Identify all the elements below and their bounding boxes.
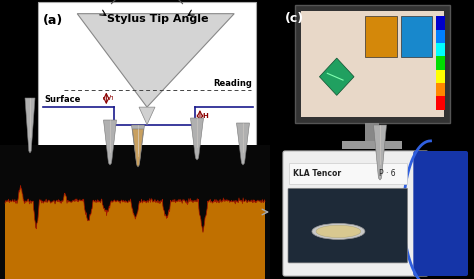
Bar xyxy=(295,5,450,123)
Bar xyxy=(365,123,380,141)
Polygon shape xyxy=(237,123,249,165)
Text: (c): (c) xyxy=(285,12,304,25)
Bar xyxy=(436,96,445,110)
Bar xyxy=(436,16,445,30)
Bar xyxy=(436,30,445,44)
Ellipse shape xyxy=(312,223,365,239)
Polygon shape xyxy=(191,118,203,160)
Bar xyxy=(365,16,397,57)
Text: P · 6: P · 6 xyxy=(379,169,396,178)
Text: Reading: Reading xyxy=(213,79,252,88)
Text: (a): (a) xyxy=(43,14,63,27)
Bar xyxy=(436,56,445,70)
Bar xyxy=(301,11,444,117)
Polygon shape xyxy=(77,14,234,107)
Polygon shape xyxy=(139,107,155,125)
FancyBboxPatch shape xyxy=(413,151,468,276)
Text: h: h xyxy=(108,95,113,101)
Bar xyxy=(0,145,270,279)
Text: KLA Tencor: KLA Tencor xyxy=(293,169,341,178)
FancyBboxPatch shape xyxy=(283,151,428,276)
Bar xyxy=(436,43,445,57)
Ellipse shape xyxy=(316,225,361,238)
Text: Stylus Tip Angle: Stylus Tip Angle xyxy=(107,14,209,24)
Bar xyxy=(38,2,256,148)
Bar xyxy=(401,16,432,57)
Bar xyxy=(289,163,407,184)
Text: Surface: Surface xyxy=(44,95,81,104)
Text: H: H xyxy=(202,113,208,119)
FancyBboxPatch shape xyxy=(288,188,408,263)
Polygon shape xyxy=(131,125,145,165)
Polygon shape xyxy=(319,58,354,95)
Bar xyxy=(436,69,445,83)
Bar xyxy=(436,83,445,97)
Polygon shape xyxy=(103,120,117,165)
Polygon shape xyxy=(133,129,144,167)
Bar xyxy=(343,141,402,149)
Polygon shape xyxy=(374,125,386,180)
Polygon shape xyxy=(25,98,35,153)
